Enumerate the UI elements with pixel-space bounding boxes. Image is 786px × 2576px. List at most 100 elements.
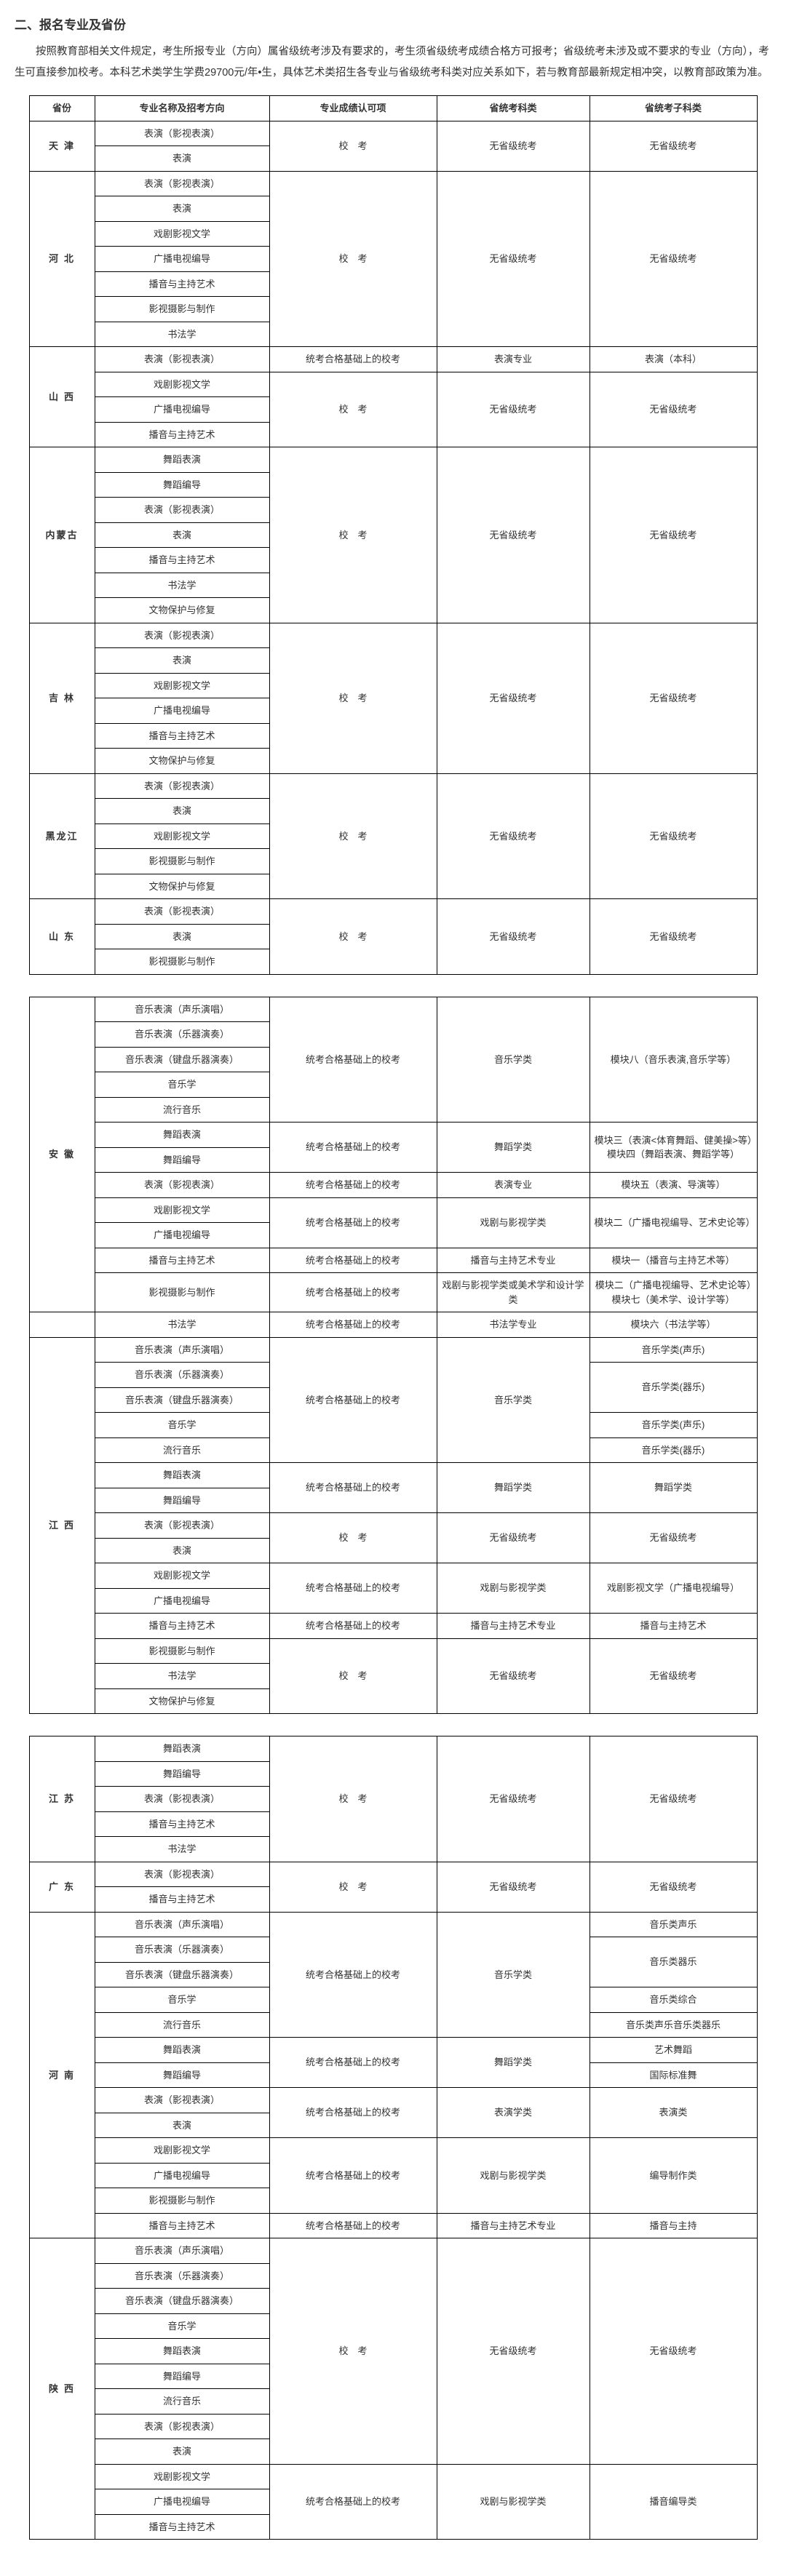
cell-subexam: 音乐学类(声乐): [590, 1413, 757, 1438]
cell-major: 舞蹈编导: [95, 1488, 269, 1513]
cell-recognition: 统考合格基础上的校考: [269, 1122, 437, 1173]
cell-recognition: 统考合格基础上的校考: [269, 1197, 437, 1248]
cell-subexam: 音乐类器乐: [590, 1937, 757, 1987]
cell-major: 书法学: [95, 573, 269, 598]
cell-subexam: 戏剧影视文学（广播电视编导）: [590, 1563, 757, 1614]
cell-major: 舞蹈表演: [95, 2038, 269, 2063]
prov-shandong: 山东: [29, 899, 95, 975]
section-title: 二、报名专业及省份: [15, 15, 771, 33]
cell-subexam: 模块二（广播电视编导、艺术史论等）模块七（美术学、设计学等）: [590, 1273, 757, 1312]
cell-major: 文物保护与修复: [95, 1688, 269, 1714]
cell-recognition: 统考合格基础上的校考: [269, 1463, 437, 1513]
cell-examtype: 无省级统考: [437, 372, 590, 447]
cell-recognition: 统考合格基础上的校考: [269, 1337, 437, 1463]
cell-major: 戏剧影视文学: [95, 2464, 269, 2489]
prov-hebei: 河北: [29, 171, 95, 347]
majors-table-3: 江苏 舞蹈表演 校 考 无省级统考 无省级统考 舞蹈编导 表演（影视表演） 播音…: [29, 1736, 758, 2540]
cell-examtype: 无省级统考: [437, 623, 590, 773]
cell-major: 流行音乐: [95, 2389, 269, 2414]
cell-recognition: 校 考: [269, 773, 437, 899]
cell-major: 戏剧影视文学: [95, 1197, 269, 1223]
cell-recognition: 校 考: [269, 1513, 437, 1563]
cell-recognition: 校 考: [269, 447, 437, 623]
cell-subexam: 无省级统考: [590, 447, 757, 623]
th-major: 专业名称及招考方向: [95, 96, 269, 121]
cell-examtype: 无省级统考: [437, 773, 590, 899]
cell-major: 书法学: [95, 322, 269, 347]
cell-major: 表演（影视表演）: [95, 1513, 269, 1539]
cell-subexam: 表演类: [590, 2088, 757, 2138]
majors-table-1: 省份 专业名称及招考方向 专业成绩认可项 省统考科类 省统考子科类 天津 表演（…: [29, 95, 758, 975]
cell-major: 书法学: [95, 1664, 269, 1689]
cell-major: 音乐学: [95, 1413, 269, 1438]
cell-subexam: 模块六（书法学等）: [590, 1312, 757, 1338]
cell-major: 音乐表演（声乐演唱）: [95, 997, 269, 1022]
cell-major: 戏剧影视文学: [95, 673, 269, 698]
cell-major: 表演: [95, 799, 269, 824]
cell-major: 表演: [95, 648, 269, 674]
cell-major: 音乐表演（乐器演奏）: [95, 1022, 269, 1048]
cell-major: 影视摄影与制作: [95, 1638, 269, 1664]
cell-subexam: 表演（本科）: [590, 347, 757, 372]
th-recognition: 专业成绩认可项: [269, 96, 437, 121]
cell-major: 舞蹈编导: [95, 1761, 269, 1787]
cell-recognition: 统考合格基础上的校考: [269, 1312, 437, 1338]
cell-recognition: 统考合格基础上的校考: [269, 347, 437, 372]
cell-recognition: 校 考: [269, 2238, 437, 2465]
cell-major: 表演（影视表演）: [95, 2088, 269, 2113]
cell-subexam: 国际标准舞: [590, 2062, 757, 2088]
cell-recognition: 校 考: [269, 623, 437, 773]
cell-major: 播音与主持艺术: [95, 2213, 269, 2238]
cell-examtype: 表演专业: [437, 1173, 590, 1198]
cell-major: 表演（影视表演）: [95, 1862, 269, 1887]
cell-major: 舞蹈表演: [95, 1122, 269, 1148]
prov-shaanxi: 陕西: [29, 2238, 95, 2540]
cell-major: 音乐表演（键盘乐器演奏）: [95, 2289, 269, 2314]
cell-recognition: 校 考: [269, 121, 437, 171]
cell-major: 流行音乐: [95, 2012, 269, 2038]
cell-major: 播音与主持艺术: [95, 2514, 269, 2540]
cell-recognition: 统考合格基础上的校考: [269, 2213, 437, 2238]
th-subexamtype: 省统考子科类: [590, 96, 757, 121]
cell-major: 表演（影视表演）: [95, 773, 269, 799]
cell-major: 表演: [95, 1538, 269, 1563]
cell-major: 文物保护与修复: [95, 598, 269, 623]
cell-recognition: 校 考: [269, 1638, 437, 1714]
cell-examtype: 戏剧与影视学类: [437, 2464, 590, 2540]
cell-subexam: 无省级统考: [590, 773, 757, 899]
cell-examtype: 音乐学类: [437, 1337, 590, 1463]
cell-subexam: 播音与主持: [590, 2213, 757, 2238]
cell-major: 音乐表演（乐器演奏）: [95, 1937, 269, 1963]
cell-major: 舞蹈编导: [95, 2062, 269, 2088]
cell-major: 影视摄影与制作: [95, 849, 269, 874]
cell-major: 音乐学: [95, 1987, 269, 2013]
cell-major: 表演（影视表演）: [95, 899, 269, 925]
cell-recognition: 统考合格基础上的校考: [269, 997, 437, 1122]
cell-examtype: 播音与主持艺术专业: [437, 1614, 590, 1639]
cell-major: 舞蹈编导: [95, 472, 269, 498]
cell-examtype: 书法学专业: [437, 1312, 590, 1338]
cell-major: 影视摄影与制作: [95, 949, 269, 975]
cell-major: 文物保护与修复: [95, 874, 269, 899]
cell-examtype: 无省级统考: [437, 1736, 590, 1862]
cell-subexam: 模块五（表演、导演等）: [590, 1173, 757, 1198]
cell-major: 音乐表演（乐器演奏）: [95, 1363, 269, 1388]
prov-jilin: 吉林: [29, 623, 95, 773]
prov-heilongjiang: 黑龙江: [29, 773, 95, 899]
cell-major: 戏剧影视文学: [95, 372, 269, 397]
cell-recognition: 校 考: [269, 1862, 437, 1912]
cell-examtype: 播音与主持艺术专业: [437, 2213, 590, 2238]
prov-henan: 河南: [29, 1912, 95, 2238]
cell-recognition: 统考合格基础上的校考: [269, 1173, 437, 1198]
cell-subexam: 模块八（音乐表演,音乐学等）: [590, 997, 757, 1122]
cell-major: 广播电视编导: [95, 1223, 269, 1248]
cell-major: 音乐表演（乐器演奏）: [95, 2263, 269, 2289]
cell-major: 音乐表演（键盘乐器演奏）: [95, 1962, 269, 1987]
cell-examtype: 无省级统考: [437, 121, 590, 171]
prov-jiangxi: 江西: [29, 1337, 95, 1714]
cell-recognition: 统考合格基础上的校考: [269, 1912, 437, 2038]
cell-major: 音乐表演（声乐演唱）: [95, 1337, 269, 1363]
intro-paragraph: 按照教育部相关文件规定，考生所报专业（方向）属省级统考涉及有要求的，考生须省级统…: [15, 41, 771, 84]
cell-subexam: 无省级统考: [590, 1862, 757, 1912]
cell-examtype: 舞蹈学类: [437, 2038, 590, 2088]
